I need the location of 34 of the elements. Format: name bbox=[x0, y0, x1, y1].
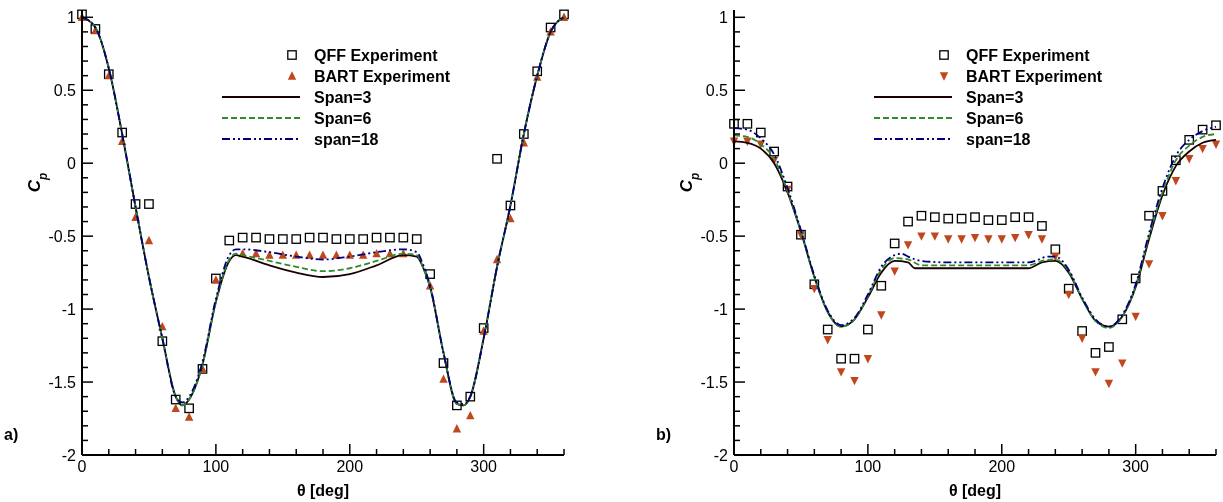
y-tick-label: 0 bbox=[67, 155, 77, 173]
legend-label: QFF Experiment bbox=[966, 47, 1091, 64]
legend-label: span=18 bbox=[314, 131, 379, 148]
y-tick-label: -1 bbox=[713, 301, 729, 319]
y-tick-label: 1 bbox=[719, 9, 729, 27]
y-tick-label: -1.5 bbox=[48, 374, 77, 392]
legend-label: BART Experiment bbox=[966, 68, 1103, 85]
legend-label: span=18 bbox=[966, 131, 1031, 148]
legend-label: Span=6 bbox=[314, 110, 372, 127]
text: b) bbox=[656, 426, 672, 443]
legend-label: QFF Experiment bbox=[314, 47, 439, 64]
y-tick-label: -2 bbox=[61, 447, 77, 464]
y-tick-label: -0.5 bbox=[48, 228, 77, 246]
y-tick-label: -1.5 bbox=[700, 374, 729, 392]
x-axis-title: θ [deg] bbox=[948, 482, 1002, 499]
x-tick-label: 200 bbox=[988, 458, 1016, 475]
y-tick-label: -2 bbox=[713, 447, 729, 464]
legend-label: BART Experiment bbox=[314, 68, 451, 85]
x-axis-title: θ [deg] bbox=[296, 482, 350, 499]
y-tick-label: 0 bbox=[719, 155, 729, 173]
x-tick-label: 200 bbox=[336, 458, 364, 475]
x-tick-label: 100 bbox=[202, 458, 230, 475]
y-tick-label: -1 bbox=[61, 301, 77, 319]
y-tick-label: 0.5 bbox=[53, 82, 77, 100]
legend-label: Span=6 bbox=[966, 110, 1024, 127]
x-tick-label: 300 bbox=[470, 458, 498, 475]
text: a) bbox=[4, 426, 19, 443]
y-tick-label: 0.5 bbox=[705, 82, 729, 100]
legend-label: Span=3 bbox=[314, 89, 372, 106]
y-tick-label: -0.5 bbox=[700, 228, 729, 246]
x-tick-label: 100 bbox=[854, 458, 882, 475]
x-tick-label: 300 bbox=[1122, 458, 1150, 475]
y-tick-label: 1 bbox=[67, 9, 77, 27]
legend-label: Span=3 bbox=[966, 89, 1024, 106]
